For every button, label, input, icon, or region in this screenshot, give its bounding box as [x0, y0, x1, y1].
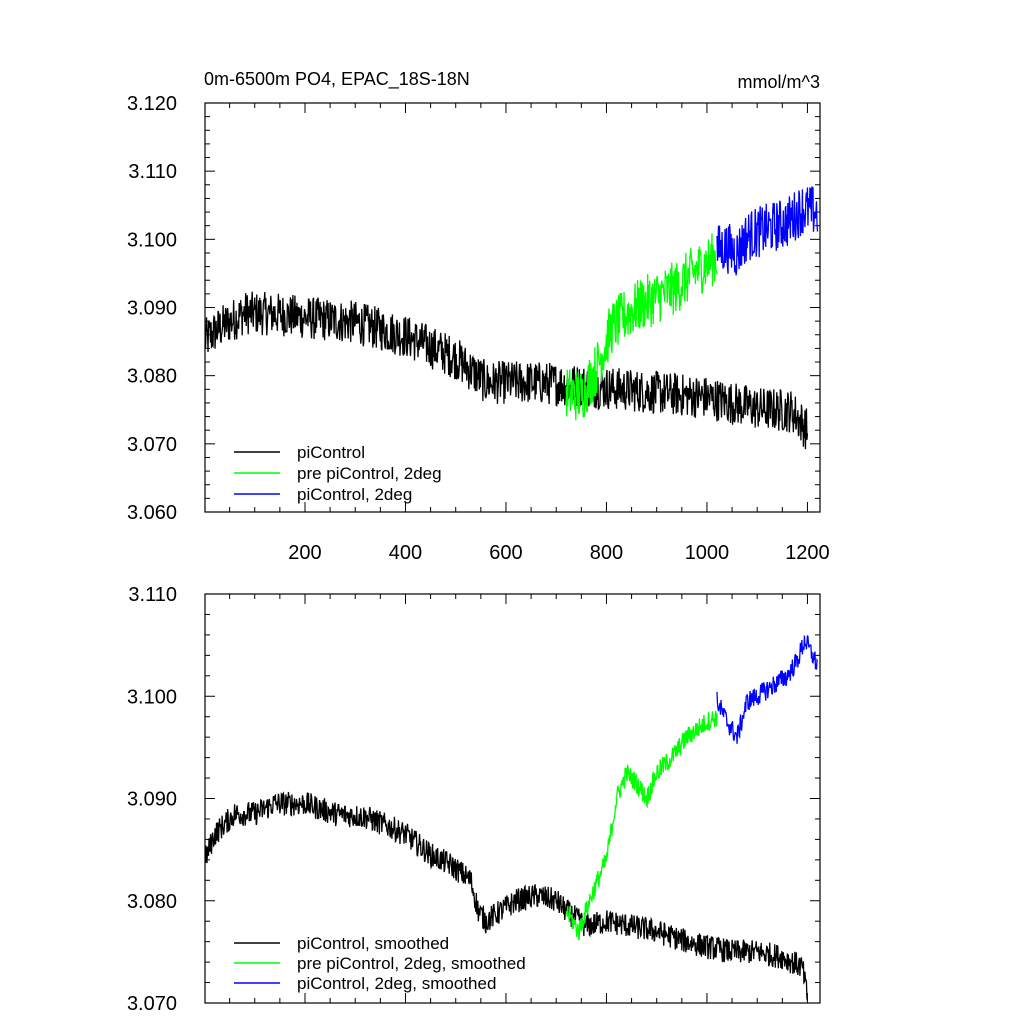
x-tick-label: 600 — [489, 542, 522, 564]
y-tick-label: 3.100 — [127, 229, 177, 251]
y-tick-label: 3.110 — [128, 161, 177, 183]
series-line — [205, 791, 809, 1001]
top-panel: 200 400 600 800 1000 1200 3.060 3.070 3.080 3.090… — [127, 93, 830, 564]
x-tick-label: 400 — [389, 542, 422, 564]
series-line — [205, 291, 809, 450]
x-tick-label: 1000 — [685, 542, 730, 564]
bottom-panel: 3.070 3.080 3.090 3.100 3.110 piControl, smoo… — [127, 584, 821, 1015]
series-line — [716, 186, 819, 276]
series-line — [565, 710, 718, 941]
y-tick-label: 3.090 — [127, 789, 177, 811]
chart-title: 0m-6500m PO4, EPAC_18S-18N — [204, 69, 470, 90]
y-tick-label: 3.110 — [128, 584, 177, 606]
legend-label: piControl, smoothed — [297, 934, 449, 953]
legend-label: pre piControl, 2deg — [297, 464, 442, 483]
legend-label: piControl — [297, 443, 365, 462]
legend-label: pre piControl, 2deg, smoothed — [297, 954, 526, 973]
x-tick-label: 200 — [288, 542, 321, 564]
y-tick-label: 3.070 — [127, 993, 177, 1015]
y-tick-label: 3.070 — [127, 434, 177, 456]
y-tick-label: 3.100 — [127, 686, 177, 708]
y-tick-label: 3.080 — [127, 366, 177, 388]
chart-units: mmol/m^3 — [738, 72, 820, 92]
legend-label: piControl, 2deg, smoothed — [297, 974, 496, 993]
y-tick-label: 3.080 — [127, 891, 177, 913]
x-tick-label: 800 — [590, 542, 623, 564]
y-tick-label: 3.060 — [127, 502, 177, 524]
series-line — [565, 233, 718, 421]
y-tick-label: 3.090 — [127, 298, 177, 320]
x-tick-label: 1200 — [785, 542, 830, 564]
series-line — [716, 635, 819, 744]
y-tick-label: 3.120 — [127, 93, 177, 115]
legend-label: piControl, 2deg — [297, 485, 412, 504]
